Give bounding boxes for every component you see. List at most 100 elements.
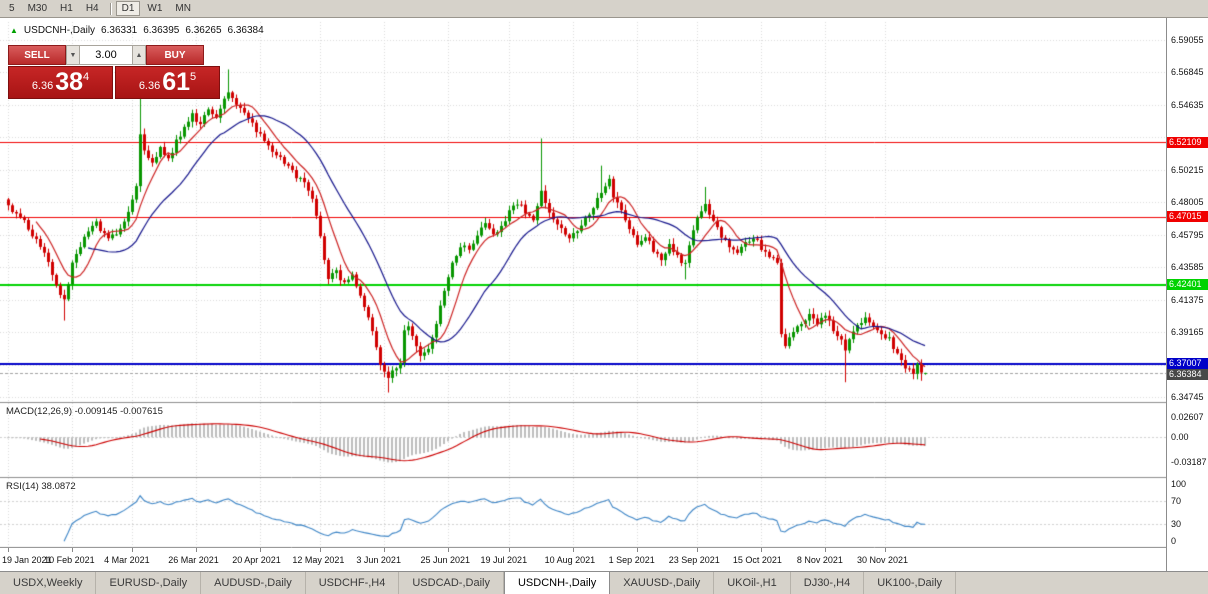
chart-tab-uk100-daily[interactable]: UK100-,Daily: [864, 572, 957, 594]
chart-tab-usdchf-h4[interactable]: USDCHF-,H4: [306, 572, 400, 594]
timeframe-toolbar: 5 M30 H1 H4 D1 W1 MN: [0, 0, 1208, 18]
date-axis-label: 25 Jun 2021: [420, 555, 471, 565]
timeframe-button-5[interactable]: 5: [9, 3, 15, 14]
rsi-name: RSI(14): [6, 481, 39, 492]
chart-tab-eurusd-daily[interactable]: EURUSD-,Daily: [96, 572, 202, 594]
rsi-axis-label: 100: [1171, 478, 1187, 489]
date-axis-label: 19 Jan 2021: [2, 555, 52, 565]
chart-tabs-bar: USDX,Weekly EURUSD-,Daily AUDUSD-,Daily USD…: [0, 571, 1208, 594]
rsi-indicator-label: RSI(14) 38.0872: [6, 481, 76, 492]
toolbar-separator: [109, 2, 111, 15]
open-value: 6.36331: [101, 25, 138, 36]
price-level-badge: 6.52109: [1167, 136, 1208, 148]
bid-price-frac: 4: [83, 71, 90, 83]
trade-controls-row: SELL ▼ 3.00 ▲ BUY: [8, 45, 220, 65]
buy-button[interactable]: BUY: [146, 45, 204, 65]
date-axis-tick: [825, 548, 826, 552]
price-level-badge: 6.42401: [1167, 279, 1208, 291]
date-axis-label: 19 Jul 2021: [480, 555, 528, 565]
date-axis-label: 1 Sep 2021: [608, 555, 655, 565]
price-axis-label: 6.43585: [1171, 262, 1204, 273]
macd-name: MACD(12,26,9): [6, 406, 72, 417]
price-axis-label: 6.59055: [1171, 35, 1204, 45]
price-level-badge: 6.47015: [1167, 211, 1208, 223]
timeframe-button-h1[interactable]: H1: [60, 3, 73, 14]
date-axis-label: 20 Apr 2021: [232, 555, 281, 565]
date-axis-label: 26 Mar 2021: [168, 555, 219, 565]
date-axis-tick: [448, 548, 449, 552]
date-axis-label: 4 Mar 2021: [104, 555, 150, 565]
macd-axis-label: 0.00: [1171, 432, 1189, 443]
date-axis-tick: [196, 548, 197, 552]
timeframe-button-w1[interactable]: W1: [147, 3, 163, 14]
price-axis-label: 6.56845: [1171, 67, 1204, 78]
date-axis-label: 23 Sep 2021: [668, 555, 720, 565]
date-axis-label: 12 May 2021: [292, 555, 345, 565]
chart-tab-xauusd-daily[interactable]: XAUUSD-,Daily: [610, 572, 715, 594]
date-axis-tick: [697, 548, 698, 552]
date-axis-label: 10 Aug 2021: [544, 555, 596, 565]
price-axis-label: 6.39165: [1171, 327, 1204, 338]
date-axis-tick: [637, 548, 638, 552]
price-axis-label: 6.34745: [1171, 392, 1204, 402]
date-axis-tick: [132, 548, 133, 552]
timeframe-button-m30[interactable]: M30: [27, 3, 48, 14]
high-value: 6.36395: [143, 25, 180, 36]
price-axis-label: 6.48005: [1171, 197, 1204, 208]
price-chart-canvas[interactable]: [0, 18, 1166, 548]
sell-button[interactable]: SELL: [8, 45, 66, 65]
rsi-axis-label: 0: [1171, 536, 1177, 547]
ask-price-frac: 5: [190, 71, 197, 83]
macd-axis-label: -0.03187: [1171, 457, 1207, 467]
date-axis-label: 15 Oct 2021: [732, 555, 782, 565]
date-axis-tick: [260, 548, 261, 552]
price-axis-label: 6.54635: [1171, 99, 1204, 110]
bid-price-tile[interactable]: 6.36 38 4: [8, 66, 113, 99]
rsi-value: 38.0872: [41, 481, 76, 492]
quote-tiles-row: 6.36 38 4 6.36 61 5: [8, 66, 220, 99]
volume-decrease-button[interactable]: ▼: [66, 45, 80, 65]
chart-tab-dj30-h4[interactable]: DJ30-,H4: [791, 572, 865, 594]
low-value: 6.36265: [185, 25, 222, 36]
rsi-axis-label: 70: [1171, 496, 1182, 506]
price-axis: 6.59055 6.56845 6.54635 6.50215 6.48005 6.457…: [1166, 18, 1208, 571]
volume-increase-button[interactable]: ▲: [132, 45, 146, 65]
rsi-axis-label: 30: [1171, 519, 1182, 529]
symbol-period-label: USDCNH-,Daily: [23, 25, 96, 36]
time-axis: 19 Jan 2021 10 Feb 2021 4 Mar 2021 26 Mar 2…: [0, 548, 1166, 571]
current-price-badge: 6.36384: [1167, 369, 1208, 381]
bid-price-pips: 38: [55, 68, 84, 96]
chart-tab-usdcad-daily[interactable]: USDCAD-,Daily: [399, 572, 504, 594]
one-click-trading-panel: SELL ▼ 3.00 ▲ BUY 6.36 38 4 6.36 61 5: [8, 45, 220, 99]
macd-axis-label: 0.02607: [1171, 412, 1204, 422]
timeframe-button-d1[interactable]: D1: [115, 1, 141, 16]
chart-tab-ukoil-h1[interactable]: UKOil-,H1: [714, 572, 791, 594]
price-axis-label: 6.41375: [1171, 294, 1204, 305]
price-level-badge: 6.37007: [1167, 358, 1208, 370]
price-axis-label: 6.50215: [1171, 164, 1204, 175]
chart-tab-usdcnh-daily[interactable]: USDCNH-,Daily: [503, 572, 611, 594]
date-axis-tick: [8, 548, 9, 552]
date-axis-tick: [885, 548, 886, 552]
close-value: 6.36384: [227, 25, 264, 36]
date-axis-label: 30 Nov 2021: [856, 555, 908, 565]
volume-input[interactable]: 3.00: [80, 45, 132, 65]
chart-tab-usdx-weekly[interactable]: USDX,Weekly: [0, 572, 97, 594]
date-axis-tick: [72, 548, 73, 552]
chart-tab-audusd-daily[interactable]: AUDUSD-,Daily: [201, 572, 306, 594]
ask-price-pips: 61: [162, 68, 191, 96]
date-axis-label: 3 Jun 2021: [356, 555, 401, 565]
ask-price-tile[interactable]: 6.36 61 5: [115, 66, 220, 99]
price-axis-label: 6.45795: [1171, 229, 1204, 240]
ask-price-base: 6.36: [138, 80, 161, 92]
timeframe-button-h4[interactable]: H4: [85, 3, 99, 14]
date-axis-tick: [573, 548, 574, 552]
ohlc-header: ▲ USDCNH-,Daily 6.36331 6.36395 6.36265 …: [10, 25, 264, 36]
date-axis-tick: [320, 548, 321, 552]
timeframe-button-mn[interactable]: MN: [175, 3, 191, 14]
macd-indicator-label: MACD(12,26,9) -0.009145 -0.007615: [6, 406, 163, 417]
price-direction-up-icon: ▲: [10, 26, 18, 35]
bid-price-base: 6.36: [31, 80, 54, 92]
macd-values: -0.009145 -0.007615: [74, 406, 163, 417]
